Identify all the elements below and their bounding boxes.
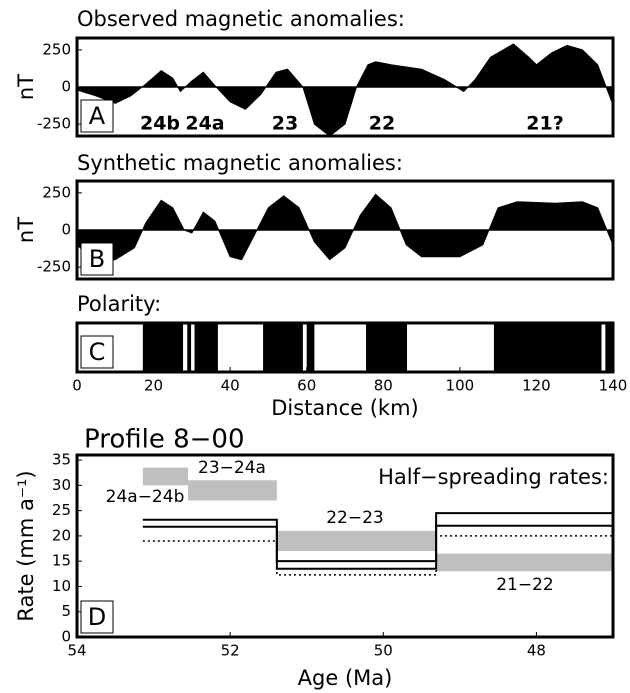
y-tick-label: 30 [52,476,71,494]
y-tick-label: 0 [61,221,71,239]
normal-polarity-block [142,323,184,372]
y-tick-label: 10 [52,577,71,595]
y-tick-label: 35 [52,451,71,469]
y-tick-label: 0 [61,628,71,646]
x-tick-label: 50 [374,642,393,660]
x-tick-label: 120 [522,377,551,395]
normal-polarity-block [263,323,303,372]
y-tick-label: 250 [42,40,71,58]
x-tick-label: 0 [72,377,82,395]
panel-label: D [88,603,106,631]
panel-label-box [80,99,114,133]
panel-title: Polarity: [77,292,161,316]
x-tick-label: 20 [144,377,163,395]
normal-polarity-block [605,323,613,372]
chron-label: 24a [185,113,224,135]
band-label: 24a−24b [106,487,185,507]
y-tick-label: -250 [37,115,71,133]
chron-label: 22 [369,113,395,135]
normal-polarity-block [187,323,192,372]
chart-title: Profile 8−00 [84,425,245,455]
rate-line [142,535,613,576]
x-tick-label: 54 [67,642,86,660]
x-tick-label: 40 [221,377,240,395]
band-label: 21−22 [496,575,554,595]
y-axis-label: nT [14,74,38,100]
normal-polarity-block [194,323,218,372]
normal-polarity-block [493,323,602,372]
chron-label: 21? [526,113,563,135]
y-tick-label: 0 [61,78,71,96]
x-tick-label: 140 [599,377,628,395]
y-tick-label: 25 [52,501,71,519]
x-tick-label: 80 [374,377,393,395]
rate-band [276,530,437,552]
anomaly-area [76,43,614,137]
y-tick-label: 15 [52,552,71,570]
x-tick-label: 100 [446,377,475,395]
rate-band [436,553,613,572]
x-axis-label: Distance (km) [271,396,419,420]
rate-band [188,480,277,501]
y-axis-label: nT [14,217,38,243]
y-tick-label: 5 [61,602,71,620]
y-tick-label: 250 [42,183,71,201]
panel-title: Observed magnetic anomalies: [77,7,405,31]
chron-label: 23 [272,113,298,135]
panel-label-box [80,242,114,276]
panel-label: C [89,338,106,366]
panel-label: B [89,245,105,273]
panel-title: Synthetic magnetic anomalies: [77,151,403,175]
rate-line [142,512,613,563]
y-tick-label: -250 [37,258,71,276]
band-label: 23−24a [198,458,266,478]
x-axis-label: Age (Ma) [298,666,393,690]
panel-label: A [89,102,106,130]
x-tick-label: 60 [297,377,316,395]
x-tick-label: 52 [221,642,240,660]
band-label: 22−23 [326,508,384,528]
panel-label-box [80,335,114,369]
plot-frame [75,321,615,374]
y-tick-label: 20 [52,526,71,544]
plot-frame [75,453,615,639]
chart-subtitle: Half−spreading rates: [378,465,609,489]
y-axis-label: Rate (mm a⁻¹) [14,470,38,621]
normal-polarity-block [306,323,315,372]
rate-line [142,524,613,570]
anomaly-area [76,193,614,264]
panel-label-box [80,600,114,634]
rate-band [142,467,189,486]
chron-label: 24b [140,113,180,135]
x-tick-label: 48 [527,642,546,660]
normal-polarity-block [366,323,408,372]
